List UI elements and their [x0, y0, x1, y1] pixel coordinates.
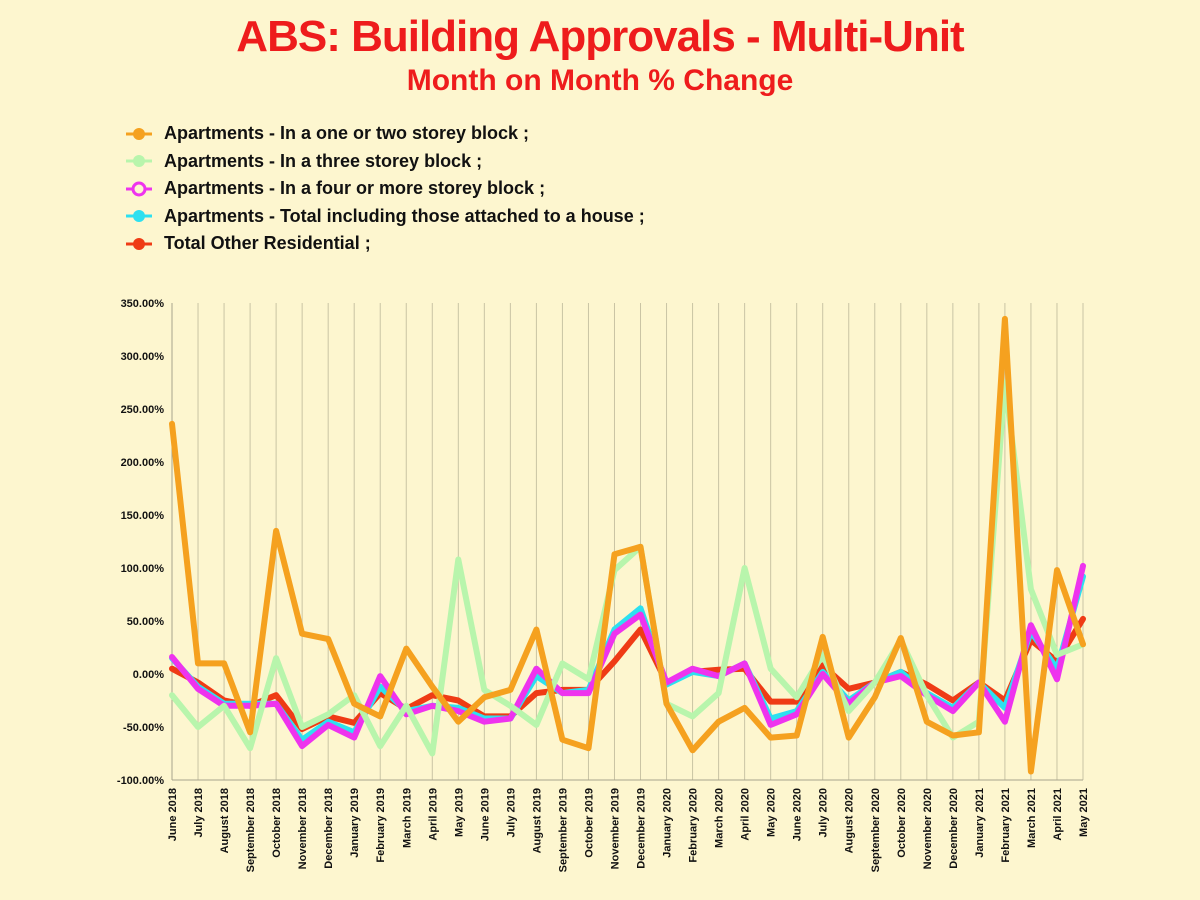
legend-item: Apartments - In a three storey block ; [124, 148, 645, 176]
legend-label: Apartments - In a four or more storey bl… [164, 178, 546, 199]
x-tick-label: August 2018 [219, 788, 231, 853]
y-tick-label: -100.00% [117, 775, 164, 787]
x-tick-label: July 2020 [818, 788, 830, 838]
x-tick-label: February 2019 [375, 788, 387, 863]
chart-title: ABS: Building Approvals - Multi-Unit [236, 12, 964, 61]
x-tick-label: January 2019 [349, 788, 361, 858]
legend-item: Total Other Residential ; [124, 230, 645, 258]
legend-marker-icon [126, 127, 152, 140]
x-tick-label: December 2019 [636, 788, 648, 869]
x-tick-label: September 2020 [870, 788, 882, 872]
legend-marker-icon [126, 237, 152, 250]
x-tick-label: April 2021 [1052, 788, 1064, 841]
y-tick-label: 300.00% [121, 351, 165, 363]
legend-label: Apartments - In a three storey block ; [164, 150, 483, 171]
legend-label: Apartments - In a one or two storey bloc… [164, 123, 530, 144]
legend-item: Apartments - In a four or more storey bl… [124, 175, 645, 203]
legend-item: Apartments - In a one or two storey bloc… [124, 120, 645, 148]
legend-label: Total Other Residential ; [164, 233, 371, 254]
x-tick-label: January 2021 [974, 788, 986, 858]
x-tick-label: December 2020 [948, 788, 960, 869]
legend-marker-icon [126, 155, 152, 168]
x-tick-label: September 2019 [557, 788, 569, 872]
series-line-apartments-in-a-three-storey-block [169, 379, 1086, 757]
x-tick-label: June 2018 [167, 788, 179, 841]
x-tick-label: April 2020 [740, 788, 752, 841]
x-tick-label: July 2019 [505, 788, 517, 838]
x-tick-label: January 2020 [662, 788, 674, 858]
x-tick-label: August 2019 [531, 788, 543, 853]
x-tick-label: May 2021 [1078, 788, 1090, 837]
y-tick-label: 350.00% [121, 298, 165, 310]
x-tick-label: October 2018 [271, 788, 283, 858]
y-tick-label: 0.00% [133, 669, 164, 681]
x-tick-label: June 2020 [792, 788, 804, 841]
legend-label: Apartments - Total including those attac… [164, 205, 645, 226]
y-tick-label: 250.00% [121, 404, 165, 416]
x-tick-label: June 2019 [479, 788, 491, 841]
x-tick-label: February 2020 [688, 788, 700, 863]
x-tick-label: May 2020 [766, 788, 778, 837]
x-tick-label: December 2018 [323, 788, 335, 869]
x-tick-label: February 2021 [1000, 788, 1012, 863]
x-tick-label: March 2019 [401, 788, 413, 848]
chart-legend: Apartments - In a one or two storey bloc… [124, 120, 645, 258]
series-line-apartments-in-a-one-or-two-storey-block [169, 315, 1086, 775]
series-line-apartments-in-a-four-or-more-storey-block [169, 562, 1086, 750]
x-tick-label: August 2020 [844, 788, 856, 853]
y-tick-label: 150.00% [121, 510, 165, 522]
x-tick-label: November 2020 [922, 788, 934, 869]
x-tick-label: November 2019 [609, 788, 621, 869]
legend-item: Apartments - Total including those attac… [124, 203, 645, 231]
y-tick-label: -50.00% [123, 722, 164, 734]
x-tick-label: April 2019 [427, 788, 439, 841]
x-tick-label: October 2020 [896, 788, 908, 858]
legend-marker-icon [126, 210, 152, 223]
y-tick-label: 100.00% [121, 563, 165, 575]
x-tick-label: July 2018 [193, 788, 205, 838]
y-tick-label: 50.00% [127, 616, 165, 628]
series-line-apartments-total-including-those-attached-to-a-house [169, 573, 1086, 743]
x-tick-label: November 2018 [297, 788, 309, 869]
x-tick-label: September 2018 [245, 788, 257, 872]
x-tick-label: March 2020 [714, 788, 726, 848]
y-tick-label: 200.00% [121, 457, 165, 469]
chart-subtitle: Month on Month % Change [406, 64, 794, 97]
x-tick-label: October 2019 [583, 788, 595, 858]
legend-marker-icon [126, 181, 152, 197]
x-tick-label: May 2019 [453, 788, 465, 837]
x-tick-label: March 2021 [1026, 788, 1038, 848]
